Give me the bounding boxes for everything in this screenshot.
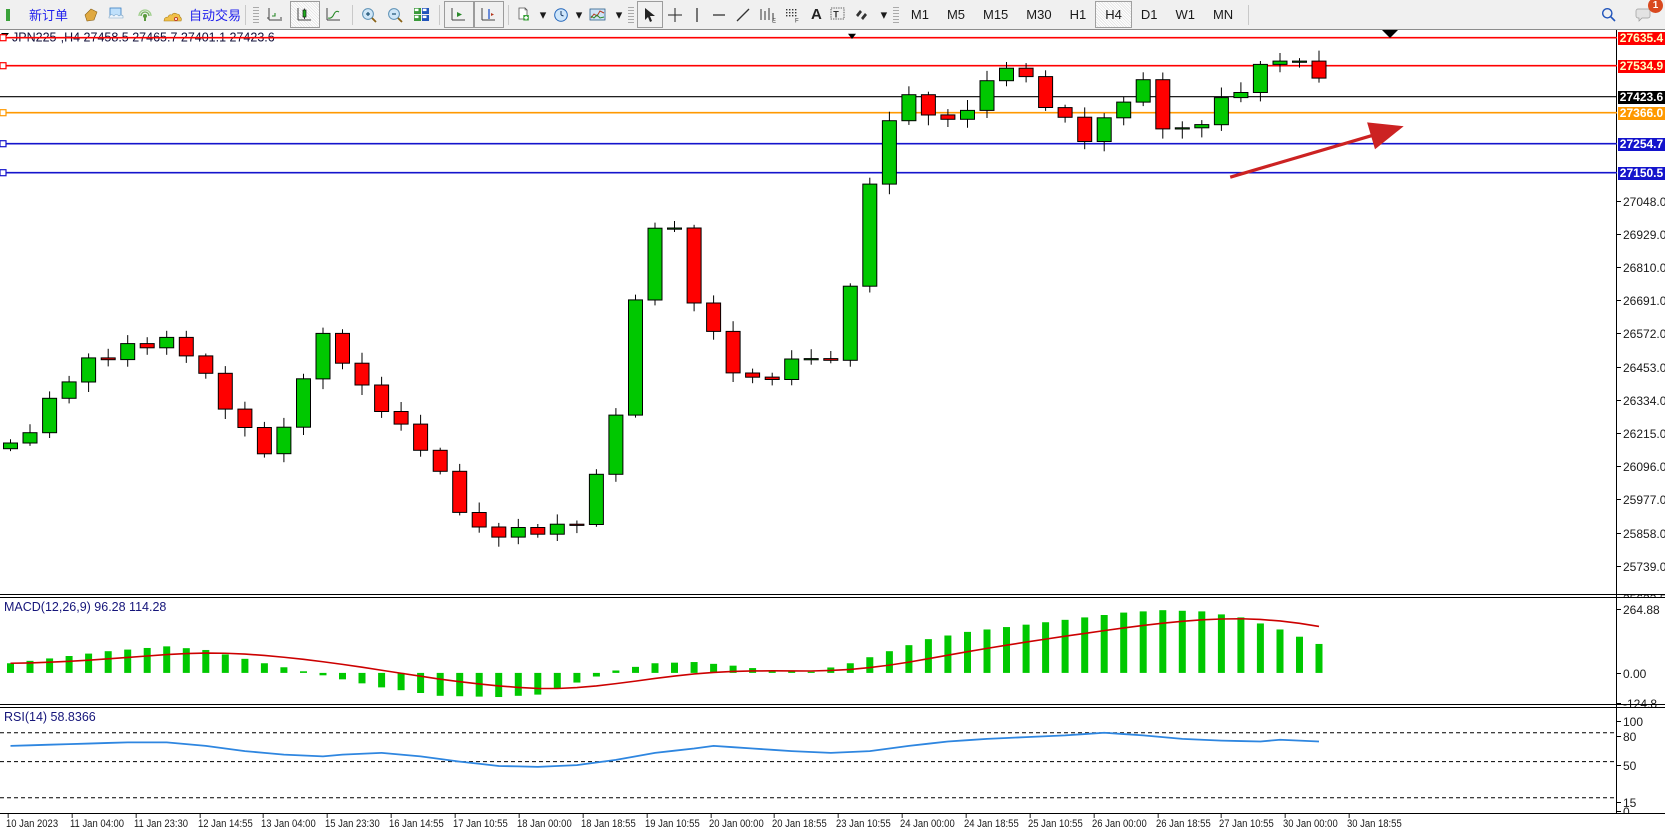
svg-text:E: E xyxy=(772,18,776,23)
svg-text:F: F xyxy=(795,18,799,23)
svg-text:T: T xyxy=(833,9,839,19)
